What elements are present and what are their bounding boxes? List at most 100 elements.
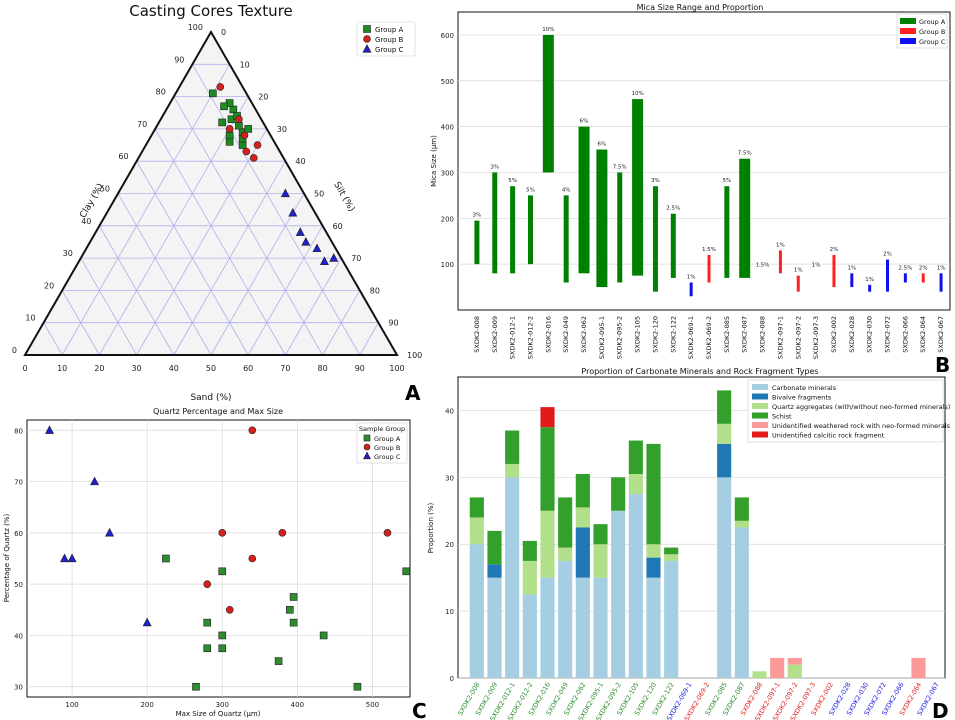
silt-tick-label: 70: [351, 254, 361, 263]
panel-c-quartz-scatter: 100 200 300 400 500 30 40 50 60 70 80 Quartz Percen…: [3, 407, 411, 718]
quartz-point-triangle: [142, 617, 152, 627]
grid-line-clay: [99, 225, 175, 356]
quartz-point-triangle: [45, 425, 55, 434]
quartz-point-circle: [203, 580, 212, 588]
quartz-point-circle: [218, 529, 227, 537]
stack-segment: [911, 657, 926, 678]
stack-legend-box: [747, 379, 944, 443]
mica-bar-label: 1%: [847, 265, 856, 271]
mica-range-bar: [578, 126, 590, 274]
clay-tick-label: 30: [63, 249, 73, 258]
mica-range-bar: [510, 186, 516, 274]
mica-range-bar: [617, 172, 623, 283]
stack-segment: [522, 540, 537, 561]
mica-x-tick-label: SXDK2-028: [848, 316, 856, 353]
stack-segment: [593, 524, 608, 545]
grid-line-silt: [285, 257, 342, 356]
mica-x-tick-label: SXDK2-120: [651, 316, 659, 353]
stack-segment: [505, 430, 520, 464]
ternary-point-square: [244, 125, 252, 133]
quartz-y-tick-label: 50: [14, 581, 23, 589]
quartz-point-circle: [278, 529, 287, 537]
ternary-point-circle: [242, 147, 251, 156]
stack-legend-label: Bivalve fragments: [772, 394, 832, 402]
mica-bar-label: 7.5%: [613, 164, 627, 170]
mica-x-tick-label: SXDK2-088: [759, 316, 767, 353]
sand-tick-label: 0: [22, 364, 27, 373]
mica-x-tick-label: SXDK2-016: [544, 316, 552, 353]
mica-range-bar: [724, 186, 730, 278]
ternary-legend-marker: [362, 44, 372, 53]
panel-b-mica-range: 100 200 300 400 500 600 Mica Size Range and Pr…: [430, 3, 951, 359]
quartz-point-square: [353, 682, 362, 691]
stack-y-tick-label: 20: [445, 541, 454, 549]
mica-range-bar: [796, 275, 800, 292]
ternary-point-square: [235, 121, 243, 130]
panel-letter-b: B: [935, 353, 950, 377]
stack-segment: [752, 671, 767, 678]
ternary-legend-box: [356, 21, 416, 57]
quartz-x-tick-label: 400: [291, 701, 304, 709]
ternary-point-circle: [253, 141, 262, 149]
stack-segment: [664, 560, 679, 678]
quartz-point-square: [402, 567, 411, 576]
mica-y-tick-label: 300: [441, 169, 454, 177]
quartz-legend-label: Group C: [374, 453, 401, 461]
silt-tick-label: 20: [258, 93, 268, 102]
ternary-point-square: [225, 138, 234, 146]
grid-line-silt: [359, 322, 379, 356]
mica-range-bar: [886, 259, 890, 292]
silt-tick-label: 10: [240, 60, 250, 69]
ternary-point-circle: [240, 131, 249, 140]
mica-y-axis-label: Mica Size (μm): [430, 135, 438, 187]
grid-line-silt: [247, 225, 323, 356]
stack-legend-label: Quartz aggregates (with/without neo-form…: [772, 403, 950, 411]
mica-bar-label: 1.5%: [756, 262, 770, 268]
sand-tick-label: 100: [389, 364, 404, 373]
mica-bar-label: 1%: [776, 242, 785, 248]
mica-bar-label: 10%: [542, 27, 554, 33]
ternary-point-square: [225, 131, 234, 140]
mica-x-tick-label: SXDK2-009: [491, 316, 499, 353]
stack-segment: [575, 527, 590, 578]
quartz-y-axis-label: Percentage of Quartz (%): [3, 514, 11, 603]
mica-y-tick-label: 200: [441, 215, 454, 223]
stack-segment: [558, 497, 573, 548]
stack-segment: [522, 594, 537, 678]
mica-range-bar: [850, 273, 854, 288]
mica-range-bar: [542, 34, 554, 173]
mica-x-tick-label: SXDK2-072: [884, 316, 892, 353]
sand-tick-label: 40: [169, 364, 179, 373]
stack-segment: [628, 440, 643, 474]
mica-bar-label: 5%: [508, 178, 517, 184]
stack-legend-swatch: [752, 393, 768, 400]
grid-line-clay: [192, 64, 361, 356]
mica-range-bar: [739, 158, 751, 278]
mica-x-tick-label: SXDK2-097-1: [776, 316, 784, 359]
mica-legend-label: Group A: [919, 18, 946, 26]
quartz-title: Quartz Percentage and Max Size: [153, 407, 283, 416]
stack-segment: [487, 530, 502, 565]
stack-segment: [540, 427, 555, 511]
quartz-y-tick-label: 60: [14, 530, 23, 538]
ternary-legend-label: Group A: [375, 26, 404, 34]
stack-segment: [469, 517, 484, 545]
mica-x-tick-label: SXDK2-097-3: [812, 316, 820, 359]
ternary-frame: [23, 29, 399, 356]
ternary-legend-marker: [363, 35, 371, 43]
stack-segment: [469, 544, 484, 678]
sand-tick-label: 10: [57, 364, 67, 373]
stack-segment: [628, 473, 643, 495]
stack-y-tick-label: 10: [445, 608, 454, 616]
stack-segment: [734, 520, 749, 528]
silt-tick-label: 90: [388, 319, 398, 328]
mica-x-tick-label: SXDK2-095-2: [616, 316, 624, 359]
ternary-point-triangle: [288, 207, 298, 217]
mica-bar-label: 2.5%: [666, 206, 680, 212]
stack-legend-label: Carbonate minerals: [772, 384, 837, 392]
stack-segment: [611, 477, 626, 511]
quartz-x-tick-label: 200: [140, 701, 153, 709]
clay-tick-label: 90: [174, 55, 184, 64]
ternary-point-triangle: [301, 236, 311, 246]
quartz-x-tick-label: 100: [65, 701, 78, 709]
